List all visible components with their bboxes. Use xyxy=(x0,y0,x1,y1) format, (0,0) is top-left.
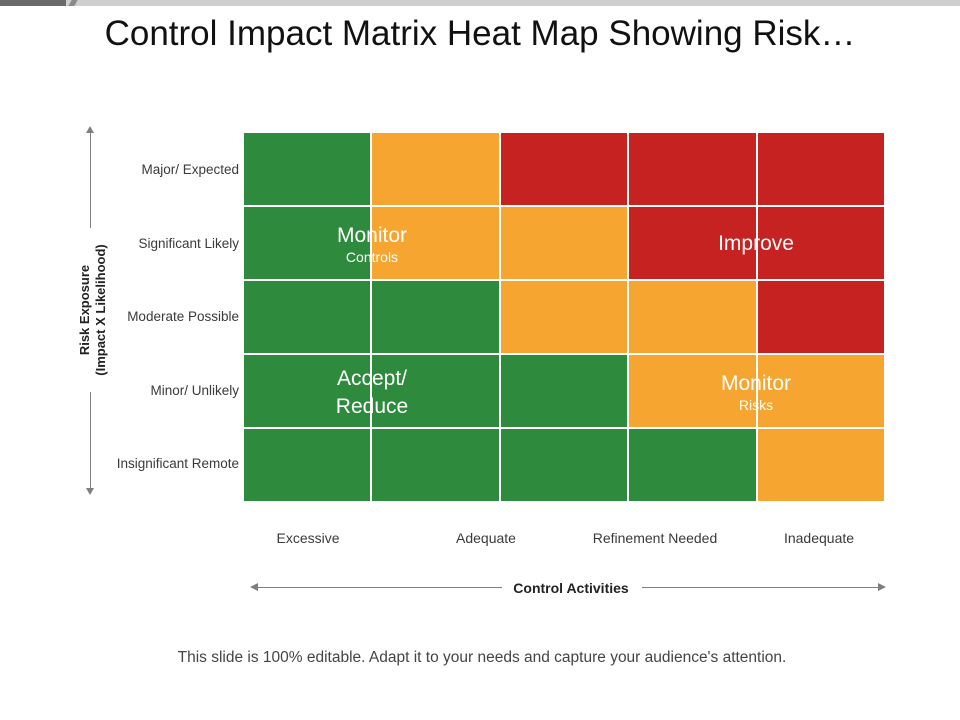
zone-monitor-controls-sub: Controls xyxy=(345,249,399,265)
zone-label-monitor-risks: Monitor Risks xyxy=(721,370,791,413)
zone-monitor-risks-sub: Risks xyxy=(738,397,774,413)
heat-cell-r2-c2 xyxy=(372,207,499,279)
row-label-moderate-possible: Moderate Possible xyxy=(127,309,239,324)
heat-cell-r2-c4 xyxy=(629,207,756,279)
zone-monitor-controls-main: Monitor xyxy=(336,224,408,247)
zone-label-monitor-controls: Monitor Controls xyxy=(337,222,407,265)
heat-cell-r3-c5 xyxy=(757,281,884,353)
heat-cell-r4-c4 xyxy=(629,355,756,427)
top-decor-bar-slant xyxy=(68,0,78,6)
heat-cell-r4-c1 xyxy=(244,355,371,427)
heat-cell-r2-c5 xyxy=(757,207,884,279)
x-axis-title: Control Activities xyxy=(513,580,629,596)
heat-cell-r3-c1 xyxy=(244,281,371,353)
heat-cell-r5-c1 xyxy=(244,429,371,501)
heat-cell-r4-c5 xyxy=(757,355,884,427)
row-label-insignificant-remote: Insignificant Remote xyxy=(116,456,239,471)
heat-cell-r5-c4 xyxy=(629,429,756,501)
x-axis-line-right xyxy=(642,587,880,588)
heat-cell-r3-c4 xyxy=(629,281,756,353)
row-label-major-expected: Major/ Expected xyxy=(141,162,239,177)
zone-accept-reduce-line2: Reduce xyxy=(335,395,409,418)
y-axis-title-line1: Risk Exposure xyxy=(77,264,92,356)
heat-cell-r1-c3 xyxy=(500,133,628,205)
heat-cell-r4-c3 xyxy=(500,355,628,427)
column-label-inadequate: Inadequate xyxy=(783,530,855,546)
zone-label-accept-reduce: Accept/ Reduce xyxy=(336,365,408,420)
zone-monitor-risks-main: Monitor xyxy=(720,372,792,395)
heat-cell-r3-c3 xyxy=(500,281,628,353)
x-axis-arrow-right-icon xyxy=(878,583,886,591)
slide-title: Control Impact Matrix Heat Map Showing R… xyxy=(104,14,856,53)
row-label-minor-unlikely: Minor/ Unlikely xyxy=(150,383,239,398)
footer-note: This slide is 100% editable. Adapt it to… xyxy=(177,649,787,666)
heat-cell-r5-c2 xyxy=(372,429,499,501)
x-axis-line-left xyxy=(256,587,502,588)
heat-map-grid xyxy=(244,133,884,501)
column-label-excessive: Excessive xyxy=(276,530,340,546)
zone-improve-main: Improve xyxy=(718,232,794,255)
heat-cell-r2-c1 xyxy=(244,207,371,279)
column-label-refinement-needed: Refinement Needed xyxy=(592,530,718,546)
top-decor-bar xyxy=(0,0,960,6)
heat-cell-r1-c1 xyxy=(244,133,371,205)
heat-cell-r1-c4 xyxy=(629,133,756,205)
y-axis-line-bottom xyxy=(90,392,91,489)
y-axis-line-top xyxy=(90,133,91,228)
heat-cell-r1-c5 xyxy=(757,133,884,205)
heat-cell-r5-c5 xyxy=(757,429,884,501)
column-label-adequate: Adequate xyxy=(456,530,516,546)
x-axis-arrow-left-icon xyxy=(250,583,258,591)
heat-cell-r4-c2 xyxy=(372,355,499,427)
heat-cell-r5-c3 xyxy=(500,429,628,501)
zone-label-improve: Improve xyxy=(718,230,794,257)
heat-cell-r3-c2 xyxy=(372,281,499,353)
row-label-significant-likely: Significant Likely xyxy=(138,236,239,251)
y-axis-arrow-up-icon xyxy=(86,126,94,133)
heat-cell-r2-c3 xyxy=(500,207,628,279)
zone-accept-reduce-line1: Accept/ xyxy=(336,367,408,390)
heat-cell-r1-c2 xyxy=(372,133,499,205)
y-axis-arrow-down-icon xyxy=(86,488,94,495)
top-decor-bar-dark xyxy=(0,0,66,6)
